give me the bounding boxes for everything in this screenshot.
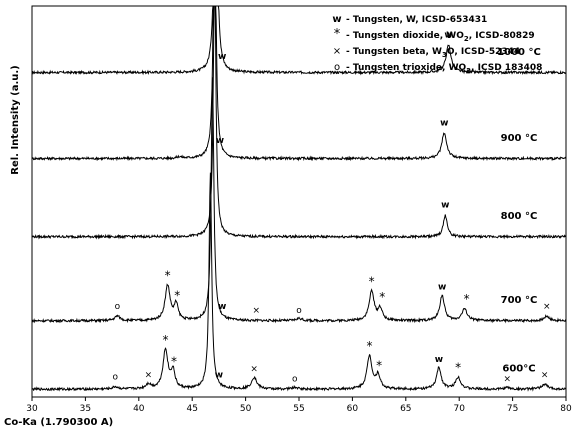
phase-marker: w	[444, 30, 452, 40]
phase-marker: w	[435, 355, 443, 365]
phase-marker: *	[455, 361, 461, 375]
legend-entry: - Tungsten trioxide, WO3, ICSD 183408	[346, 63, 542, 75]
series-label: 800 °C	[501, 211, 538, 222]
phase-marker: w	[438, 282, 446, 292]
x-tick-label: 30	[26, 404, 38, 414]
phase-marker: *	[174, 288, 180, 302]
phase-marker: w	[218, 302, 226, 312]
series-label: 900 °C	[501, 133, 538, 144]
phase-marker: *	[376, 359, 382, 373]
y-axis-label: Rel. Intensity (a.u.)	[10, 65, 21, 174]
x-tick-label: 40	[133, 404, 145, 414]
phase-marker: w	[218, 52, 226, 62]
phase-marker: *	[165, 269, 171, 283]
phase-marker: *	[379, 290, 385, 304]
x-tick-label: 35	[80, 404, 91, 414]
x-tick-label: 55	[293, 404, 304, 414]
phase-marker: ×	[503, 374, 511, 384]
x-tick-label: 60	[347, 404, 359, 414]
legend-symbol: o	[334, 62, 340, 73]
phase-marker: ×	[250, 365, 258, 375]
x-tick-label: 65	[400, 404, 411, 414]
legend-entry: - Tungsten dioxide, WO2, ICSD-80829	[346, 31, 535, 43]
phase-marker: ×	[253, 306, 261, 316]
x-tick-label: 80	[560, 404, 572, 414]
x-axis-label: Co-Ka (1.790300 A)	[4, 417, 113, 428]
series-label: 1000 °C	[497, 47, 541, 58]
legend-symbol: w	[332, 14, 341, 25]
series-trace-4	[31, 172, 566, 392]
phase-marker: w	[215, 370, 223, 380]
x-tick-label: 70	[453, 404, 465, 414]
series-trace-3	[31, 77, 567, 324]
phase-marker: *	[163, 333, 169, 347]
phase-marker: *	[369, 275, 375, 289]
series-label: 600°C	[502, 364, 535, 375]
phase-marker: w	[440, 118, 448, 128]
legend-symbol: ×	[333, 46, 341, 57]
phase-marker: *	[171, 355, 177, 369]
phase-marker: *	[464, 292, 470, 306]
series-label: 700 °C	[501, 295, 538, 306]
series-layer	[31, 5, 567, 392]
series-trace-1	[31, 5, 567, 162]
phase-marker: ×	[543, 302, 551, 312]
x-tick-label: 45	[186, 404, 197, 414]
legend-entry: - Tungsten beta, W3O, ICSD-52344	[346, 47, 520, 59]
phase-marker: w	[441, 200, 449, 210]
series-trace-2	[31, 5, 567, 240]
legend: w - Tungsten, W, ICSD-653431 * - Tungsten d…	[332, 14, 542, 75]
phase-marker: ×	[541, 370, 549, 380]
phase-marker: o	[115, 302, 121, 312]
x-axis-ticks: 30 35 40 45 50 55 60 65 70 75 80	[26, 397, 572, 414]
legend-entry: - Tungsten, W, ICSD-653431	[346, 15, 487, 25]
phase-marker: o	[292, 374, 298, 384]
legend-symbol: *	[334, 27, 341, 42]
phase-marker: o	[113, 372, 119, 382]
phase-marker: w	[216, 136, 224, 146]
series-trace-0	[32, 5, 567, 76]
x-tick-label: 75	[507, 404, 518, 414]
series-label-layer: 1000 °C 900 °C 800 °C 700 °C 600°C	[497, 47, 541, 375]
x-tick-label: 50	[240, 404, 252, 414]
phase-marker: o	[296, 306, 302, 316]
phase-marker: ×	[145, 370, 153, 380]
phase-marker: *	[366, 339, 372, 353]
